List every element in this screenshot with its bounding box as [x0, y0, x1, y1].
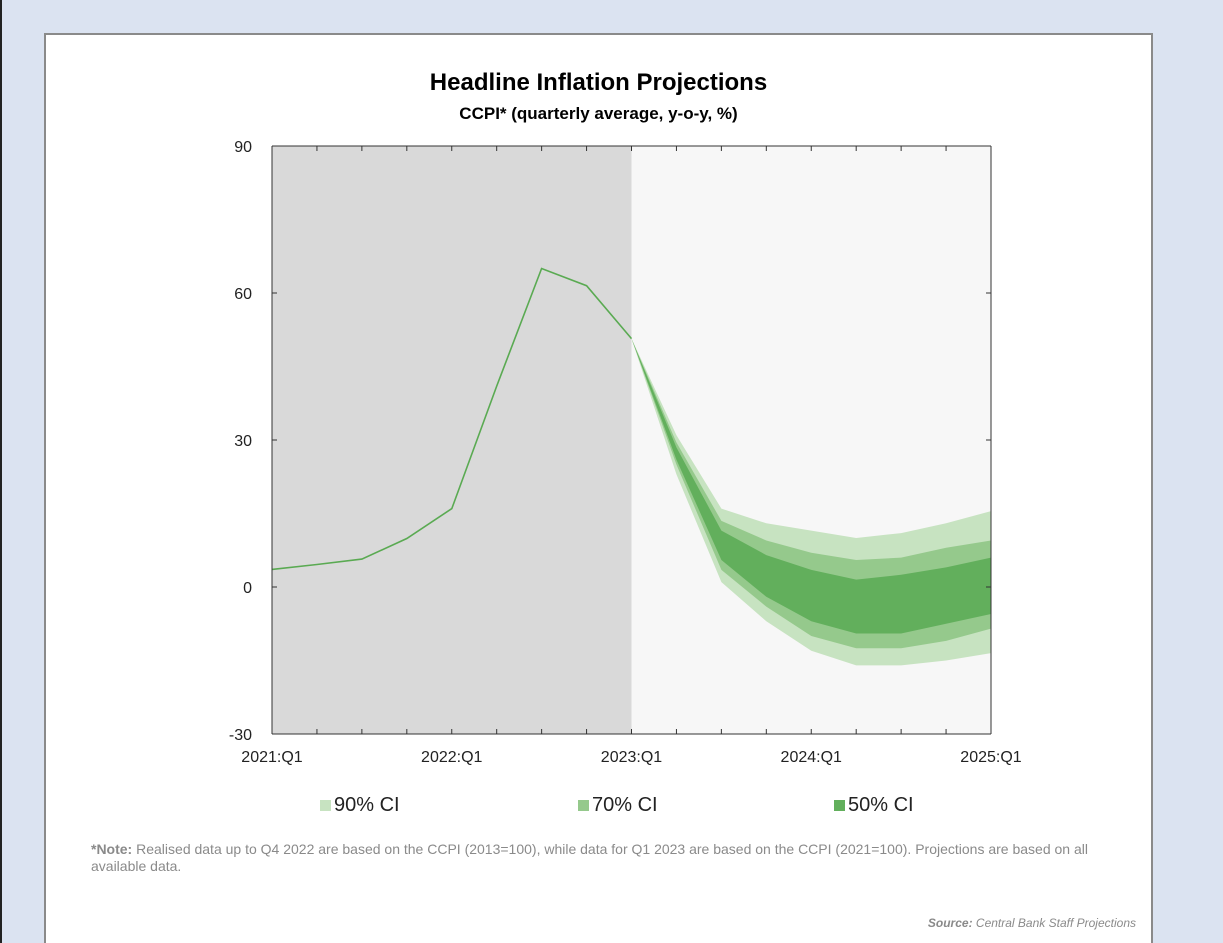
legend-item-70ci: 70% CI — [578, 793, 658, 817]
source-label: Source: — [927, 916, 973, 930]
y-tick-label: 30 — [234, 433, 252, 450]
legend-label-50ci: 50% CI — [848, 793, 914, 816]
x-tick-label: 2022:Q1 — [421, 749, 482, 766]
series-line-actual — [271, 267, 633, 571]
y-tick-label: -30 — [229, 727, 252, 744]
footnote: *Note: Realised data up to Q4 2022 are b… — [91, 841, 1131, 875]
legend-swatch-50ci — [834, 799, 845, 811]
legend-label-90ci: 90% CI — [334, 793, 400, 816]
fan-band-70ci — [631, 338, 991, 649]
y-tick-label: 60 — [234, 286, 252, 303]
legend-item-50ci: 50% CI — [834, 793, 914, 817]
legend-swatch-70ci — [578, 799, 589, 811]
note-text: Realised data up to Q4 2022 are based on… — [91, 841, 1088, 874]
legend-swatch-90ci — [320, 799, 331, 811]
y-tick-label: 90 — [234, 139, 252, 156]
note-label: *Note: — [91, 841, 133, 857]
chart-subtitle: CCPI* (quarterly average, y-o-y, %) — [459, 104, 738, 123]
legend-item-90ci: 90% CI — [320, 793, 400, 817]
x-tick-label: 2021:Q1 — [241, 749, 302, 766]
x-tick-label: 2025:Q1 — [960, 749, 1021, 766]
chart-title: Headline Inflation Projections — [429, 69, 768, 96]
source-text: Central Bank Staff Projections — [972, 916, 1136, 930]
window-left-border — [0, 0, 2, 943]
source-attribution: Source: Central Bank Staff Projections — [928, 916, 1136, 930]
legend-label-70ci: 70% CI — [592, 793, 658, 816]
y-tick-label: 0 — [243, 580, 252, 597]
fan-band-50ci — [631, 338, 991, 634]
historical-shading — [272, 146, 632, 734]
x-tick-label: 2023:Q1 — [601, 749, 662, 766]
x-tick-label: 2024:Q1 — [781, 749, 842, 766]
